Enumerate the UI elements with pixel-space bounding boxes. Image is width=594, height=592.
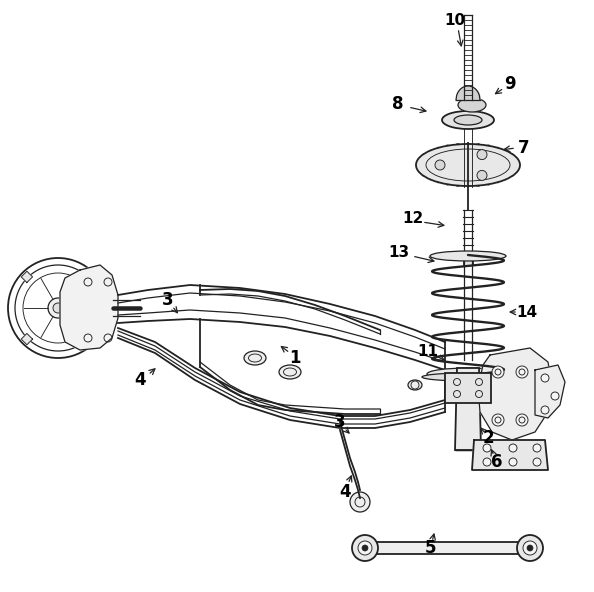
Polygon shape xyxy=(21,333,33,345)
Polygon shape xyxy=(419,157,428,161)
Polygon shape xyxy=(83,333,95,345)
Text: 3: 3 xyxy=(162,291,174,309)
Polygon shape xyxy=(60,265,118,350)
Text: 9: 9 xyxy=(504,75,516,93)
Circle shape xyxy=(362,545,368,551)
Text: 14: 14 xyxy=(516,304,538,320)
Polygon shape xyxy=(490,180,498,183)
Circle shape xyxy=(477,150,487,160)
Circle shape xyxy=(435,160,445,170)
Circle shape xyxy=(477,170,487,181)
Polygon shape xyxy=(535,365,565,418)
Polygon shape xyxy=(497,150,507,153)
Circle shape xyxy=(516,366,528,378)
Text: 4: 4 xyxy=(339,483,351,501)
Polygon shape xyxy=(21,271,33,282)
Ellipse shape xyxy=(244,351,266,365)
Circle shape xyxy=(483,458,491,466)
Text: 7: 7 xyxy=(518,139,530,157)
Circle shape xyxy=(492,366,504,378)
Polygon shape xyxy=(504,173,513,177)
Circle shape xyxy=(533,444,541,452)
Circle shape xyxy=(352,535,378,561)
Text: 2: 2 xyxy=(482,429,494,447)
FancyBboxPatch shape xyxy=(445,373,491,403)
Polygon shape xyxy=(377,542,518,554)
Text: 13: 13 xyxy=(388,244,409,259)
Circle shape xyxy=(509,444,517,452)
Polygon shape xyxy=(463,185,473,187)
Polygon shape xyxy=(508,157,517,161)
Polygon shape xyxy=(423,153,432,157)
Text: 12: 12 xyxy=(402,211,424,226)
Ellipse shape xyxy=(430,251,506,261)
Polygon shape xyxy=(504,153,513,157)
Ellipse shape xyxy=(458,98,486,112)
Polygon shape xyxy=(454,184,463,186)
Circle shape xyxy=(533,458,541,466)
Ellipse shape xyxy=(427,368,509,380)
Polygon shape xyxy=(473,143,482,146)
Text: 1: 1 xyxy=(289,349,301,367)
Ellipse shape xyxy=(416,144,520,186)
Polygon shape xyxy=(83,271,95,282)
Circle shape xyxy=(551,392,559,400)
Polygon shape xyxy=(478,348,552,440)
Polygon shape xyxy=(446,182,454,185)
Ellipse shape xyxy=(454,115,482,125)
Circle shape xyxy=(53,303,63,313)
Text: 3: 3 xyxy=(334,413,346,431)
Polygon shape xyxy=(497,177,507,180)
Circle shape xyxy=(527,545,533,551)
Polygon shape xyxy=(490,147,498,150)
Polygon shape xyxy=(437,180,446,183)
Polygon shape xyxy=(473,184,482,186)
Polygon shape xyxy=(463,143,473,145)
Polygon shape xyxy=(416,165,425,169)
Ellipse shape xyxy=(422,373,514,381)
Polygon shape xyxy=(482,182,490,185)
Polygon shape xyxy=(508,169,517,173)
Circle shape xyxy=(492,414,504,426)
Polygon shape xyxy=(511,165,520,169)
Polygon shape xyxy=(416,161,425,165)
Circle shape xyxy=(358,541,372,555)
Circle shape xyxy=(517,535,543,561)
Text: 5: 5 xyxy=(424,539,436,557)
Polygon shape xyxy=(437,147,446,150)
Ellipse shape xyxy=(408,380,422,390)
Circle shape xyxy=(350,492,370,512)
Text: 4: 4 xyxy=(134,371,146,389)
Text: 11: 11 xyxy=(418,345,438,359)
Circle shape xyxy=(541,406,549,414)
Polygon shape xyxy=(511,161,520,165)
Circle shape xyxy=(483,444,491,452)
Polygon shape xyxy=(454,143,463,146)
Circle shape xyxy=(541,374,549,382)
Polygon shape xyxy=(455,368,481,450)
Text: 8: 8 xyxy=(392,95,404,113)
Text: 10: 10 xyxy=(444,12,466,27)
Polygon shape xyxy=(482,145,490,147)
Text: 6: 6 xyxy=(491,453,503,471)
Polygon shape xyxy=(463,255,473,265)
Ellipse shape xyxy=(279,365,301,379)
Polygon shape xyxy=(429,150,438,153)
Circle shape xyxy=(48,298,68,318)
Polygon shape xyxy=(429,177,438,180)
Polygon shape xyxy=(419,169,428,173)
Circle shape xyxy=(509,458,517,466)
Ellipse shape xyxy=(442,111,494,129)
Circle shape xyxy=(516,414,528,426)
Polygon shape xyxy=(446,145,454,147)
Polygon shape xyxy=(472,440,548,470)
Polygon shape xyxy=(423,173,432,177)
Circle shape xyxy=(523,541,537,555)
